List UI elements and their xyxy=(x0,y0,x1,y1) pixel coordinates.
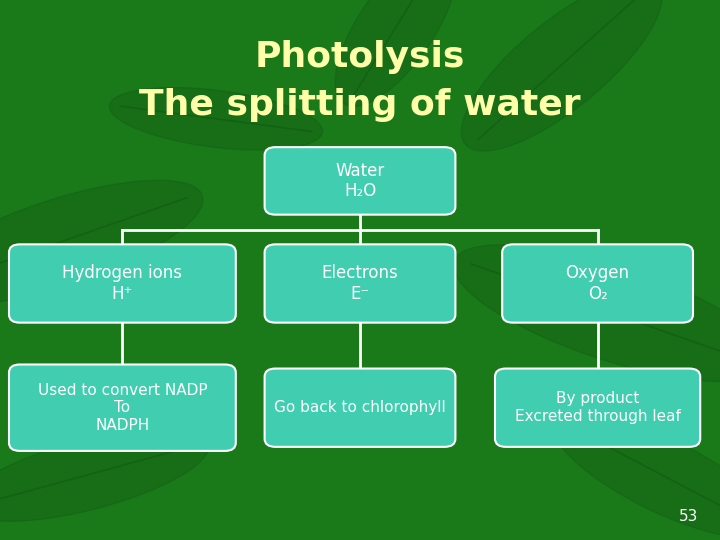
FancyBboxPatch shape xyxy=(265,368,456,447)
Text: Hydrogen ions
H⁺: Hydrogen ions H⁺ xyxy=(63,264,182,303)
FancyBboxPatch shape xyxy=(502,244,693,322)
FancyBboxPatch shape xyxy=(9,364,236,451)
Polygon shape xyxy=(109,87,323,150)
FancyBboxPatch shape xyxy=(265,147,456,214)
FancyBboxPatch shape xyxy=(495,368,700,447)
Text: Used to convert NADP
To
NADPH: Used to convert NADP To NADPH xyxy=(37,383,207,433)
Text: By product
Excreted through leaf: By product Excreted through leaf xyxy=(515,392,680,424)
Text: Oxygen
O₂: Oxygen O₂ xyxy=(566,264,629,303)
Text: Water
H₂O: Water H₂O xyxy=(336,161,384,200)
Polygon shape xyxy=(0,180,203,306)
Polygon shape xyxy=(553,413,720,537)
Text: 53: 53 xyxy=(679,509,698,524)
Polygon shape xyxy=(0,429,210,521)
Text: Go back to chlorophyll: Go back to chlorophyll xyxy=(274,400,446,415)
FancyBboxPatch shape xyxy=(265,244,456,322)
Polygon shape xyxy=(462,0,662,151)
Polygon shape xyxy=(335,0,457,106)
Polygon shape xyxy=(454,245,720,382)
Text: The splitting of water: The splitting of water xyxy=(139,89,581,122)
Text: Electrons
E⁻: Electrons E⁻ xyxy=(322,264,398,303)
Text: Photolysis: Photolysis xyxy=(255,40,465,73)
FancyBboxPatch shape xyxy=(9,244,236,322)
